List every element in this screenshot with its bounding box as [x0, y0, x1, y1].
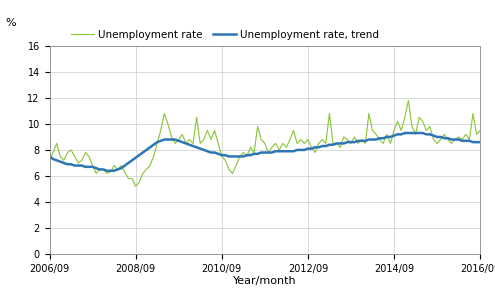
Unemployment rate	[47, 159, 52, 162]
Unemployment rate, trend	[47, 155, 52, 158]
Unemployment rate	[233, 164, 239, 167]
Unemployment rate	[287, 138, 293, 141]
Unemployment rate	[222, 159, 228, 162]
Unemployment rate	[409, 125, 415, 129]
Unemployment rate, trend	[222, 153, 228, 157]
Unemployment rate	[90, 164, 96, 167]
Unemployment rate	[405, 99, 411, 102]
Unemployment rate	[197, 142, 203, 145]
Unemployment rate, trend	[402, 131, 408, 135]
Text: %: %	[5, 18, 15, 28]
Unemployment rate, trend	[287, 149, 293, 153]
Unemployment rate, trend	[233, 155, 239, 158]
Line: Unemployment rate, trend: Unemployment rate, trend	[50, 133, 495, 171]
Line: Unemployment rate: Unemployment rate	[50, 100, 495, 186]
Legend: Unemployment rate, Unemployment rate, trend: Unemployment rate, Unemployment rate, tr…	[67, 25, 383, 44]
Unemployment rate	[133, 185, 139, 188]
Unemployment rate, trend	[197, 147, 203, 151]
Unemployment rate, trend	[409, 131, 415, 135]
Unemployment rate, trend	[104, 169, 110, 173]
Unemployment rate, trend	[90, 165, 96, 169]
X-axis label: Year/month: Year/month	[233, 277, 297, 286]
